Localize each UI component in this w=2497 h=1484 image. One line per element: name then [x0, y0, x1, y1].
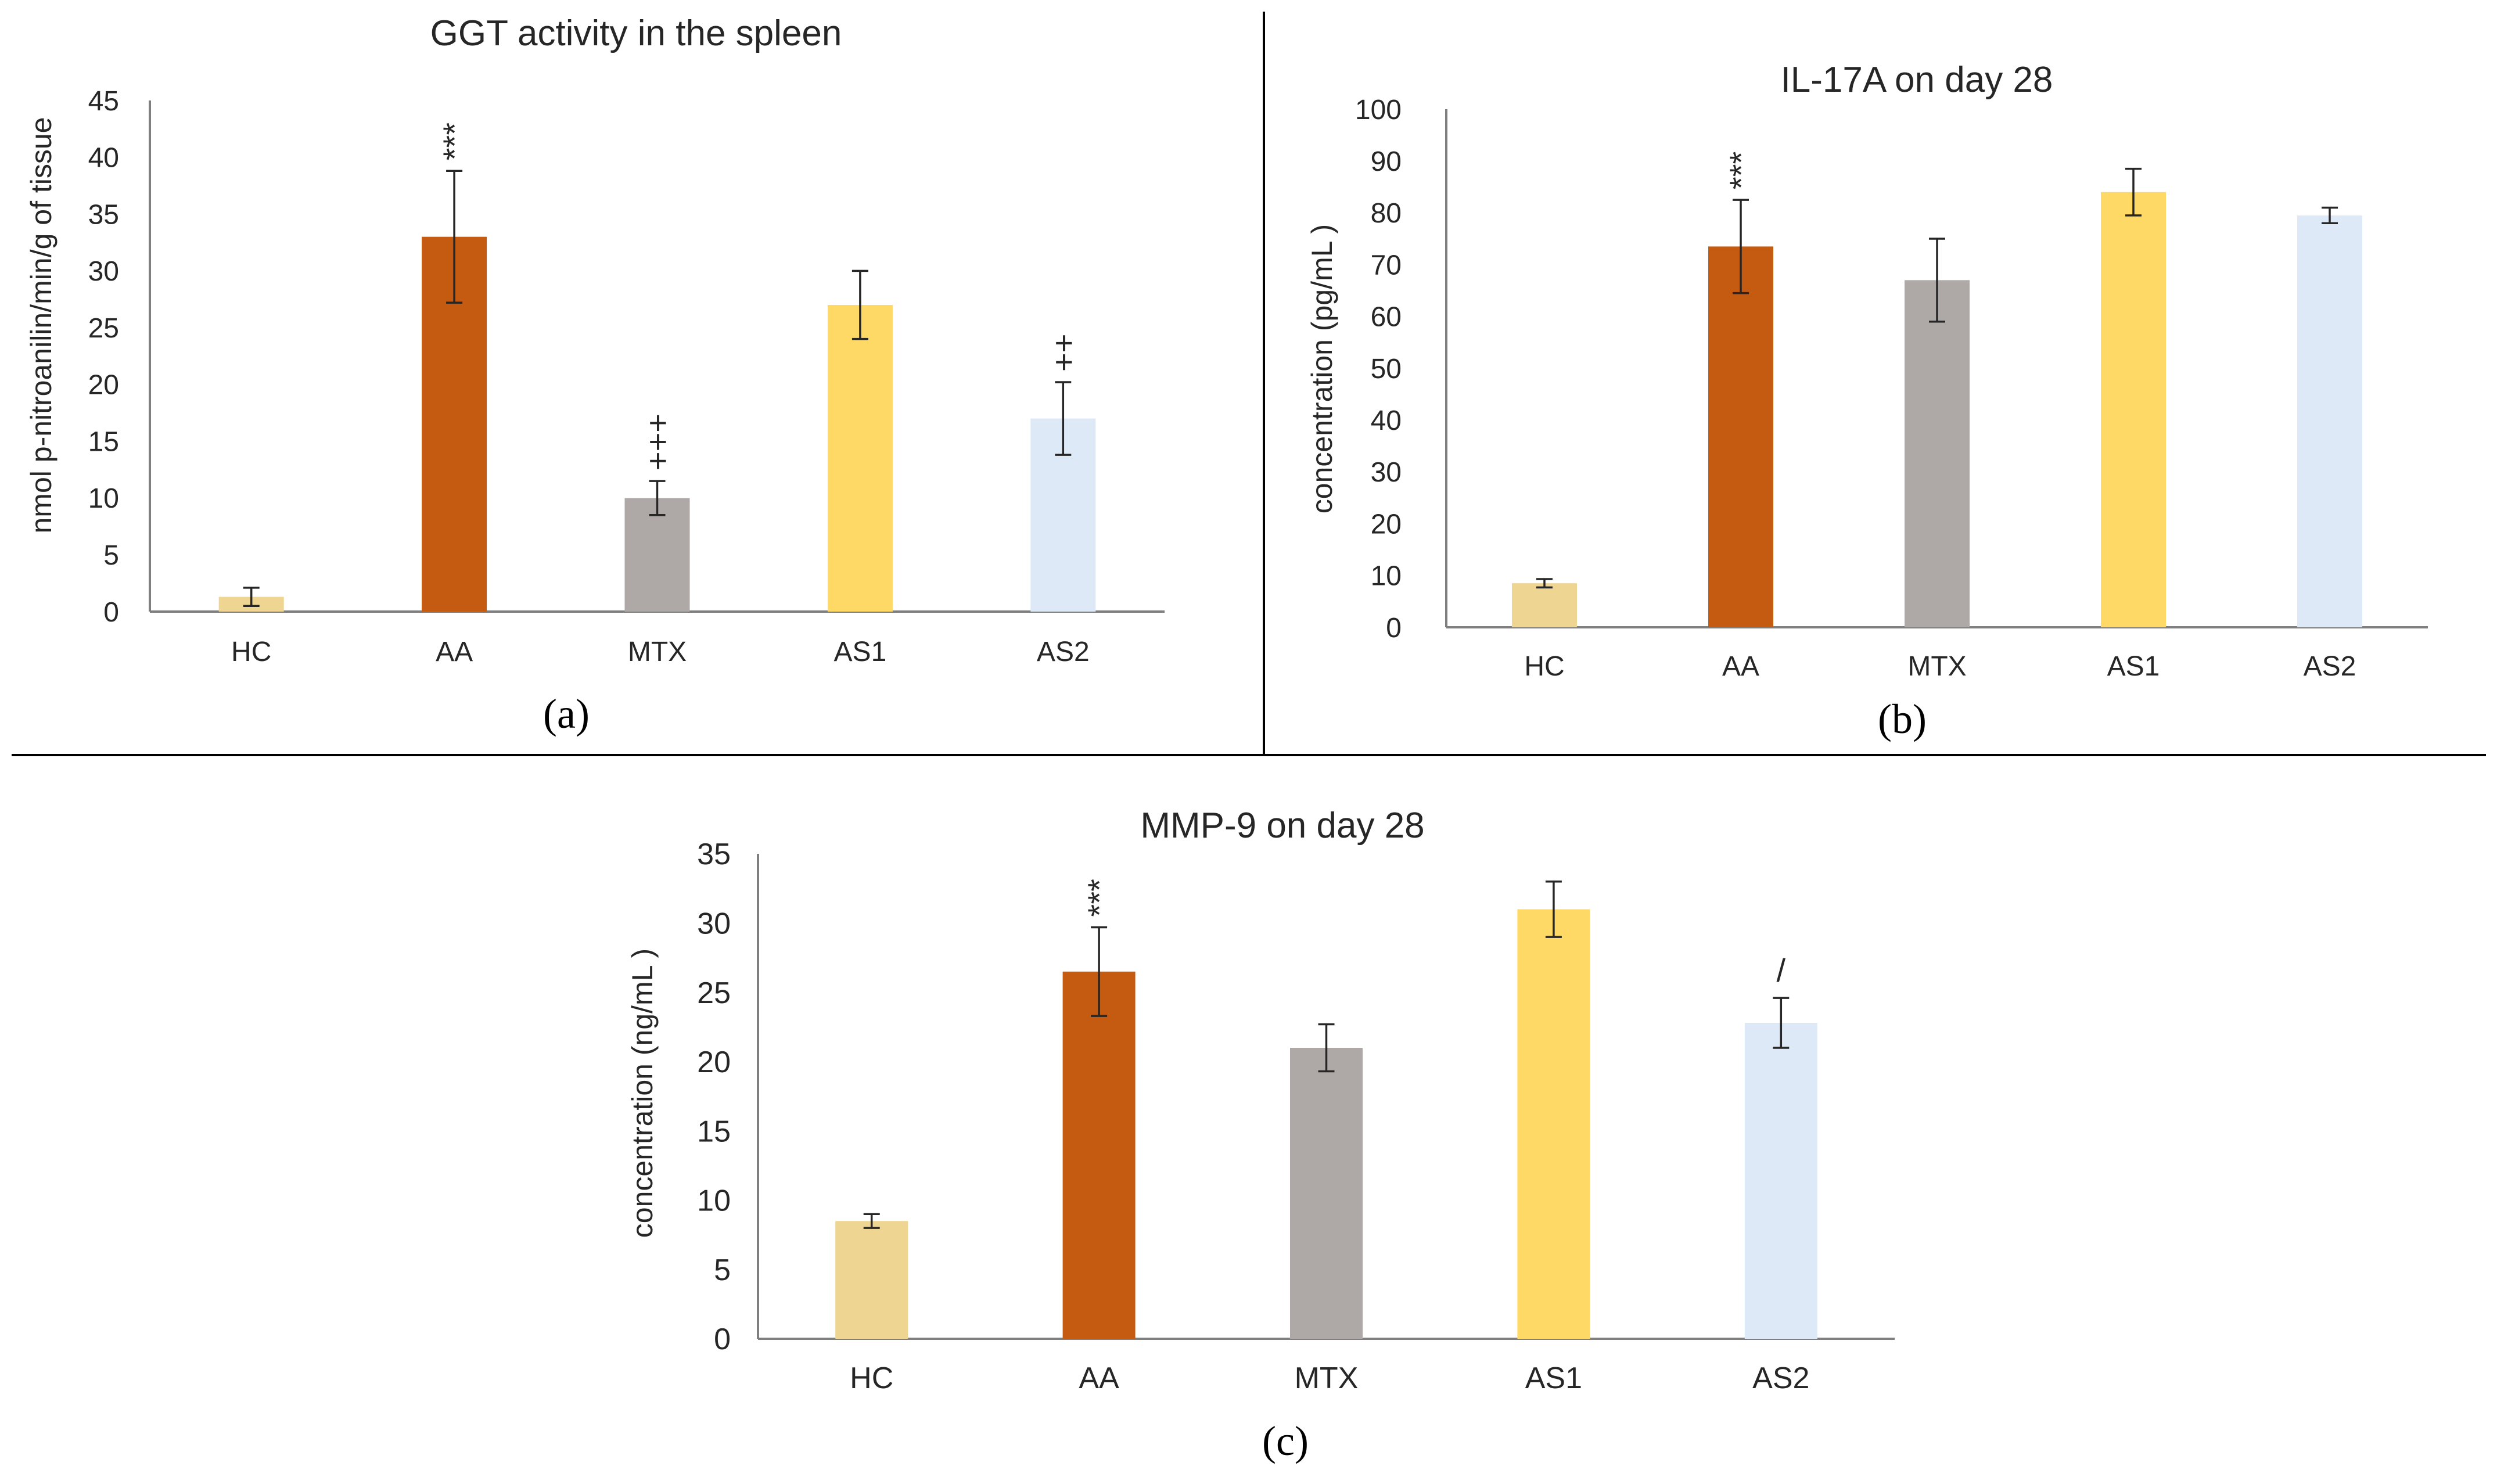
y-tick-label: 40 — [1371, 405, 1402, 436]
x-tick-label: MTX — [628, 637, 687, 667]
y-tick-label: 35 — [88, 199, 119, 230]
y-tick-label: 90 — [1371, 146, 1402, 177]
significance-marker: / — [1777, 952, 1786, 989]
y-tick-label: 10 — [1371, 561, 1402, 592]
y-tick-label: 0 — [103, 597, 119, 628]
x-tick-label: AS2 — [1752, 1361, 1809, 1395]
y-tick-label: 0 — [1386, 613, 1402, 644]
bar-as1 — [1517, 909, 1590, 1339]
significance-marker: ++ — [1045, 334, 1082, 372]
y-tick-label: 20 — [697, 1045, 731, 1079]
y-tick-label: 25 — [88, 313, 119, 344]
bar-mtx — [1905, 280, 1970, 627]
y-tick-label: 30 — [88, 256, 119, 287]
y-tick-label: 20 — [88, 370, 119, 401]
x-tick-label: AS1 — [2107, 651, 2160, 682]
bar-as1 — [2101, 192, 2166, 628]
y-tick-label: 5 — [714, 1253, 731, 1287]
y-tick-label: 40 — [88, 143, 119, 174]
y-tick-label: 0 — [714, 1323, 731, 1356]
bar-aa — [1708, 246, 1773, 627]
y-tick-label: 15 — [88, 426, 119, 457]
chart-2: IL-17A on day 28 concentration (pg/mL ) 0 1… — [1306, 60, 2428, 742]
y-tick-label: 30 — [1371, 457, 1402, 488]
panel-label: (a) — [543, 691, 590, 737]
chart-title: IL-17A on day 28 — [1781, 60, 2053, 100]
y-axis-label: nmol p-nitroanilin/min/g of tissue — [25, 117, 58, 534]
bar-mtx — [1290, 1048, 1363, 1339]
bar-as1 — [827, 305, 893, 612]
charts-container: GGT activity in the spleen nmol p-nitroan… — [25, 13, 2428, 1464]
panel-label: (c) — [1262, 1418, 1309, 1464]
y-tick-label: 50 — [1371, 354, 1402, 385]
x-tick-label: HC — [231, 637, 271, 667]
y-tick-label: 45 — [88, 86, 119, 117]
y-tick-label: 60 — [1371, 302, 1402, 333]
y-tick-label: 25 — [697, 976, 731, 1010]
y-tick-label: 5 — [103, 540, 119, 571]
x-tick-label: HC — [1524, 651, 1564, 682]
x-tick-label: AA — [1079, 1361, 1119, 1395]
y-tick-label: 10 — [697, 1184, 731, 1218]
panel-label: (b) — [1878, 696, 1927, 742]
y-tick-label: 70 — [1371, 250, 1402, 281]
chart-3: MMP-9 on day 28 concentration (ng/mL ) 0 5 1… — [626, 806, 1895, 1464]
y-tick-label: 10 — [88, 483, 119, 514]
significance-marker: *** — [1081, 879, 1118, 917]
y-tick-label: 35 — [697, 838, 731, 871]
x-tick-label: MTX — [1907, 651, 1966, 682]
bar-as2 — [2297, 215, 2362, 627]
x-tick-label: AA — [436, 637, 473, 667]
x-tick-label: AS1 — [1525, 1361, 1582, 1395]
x-tick-label: AA — [1722, 651, 1759, 682]
y-axis-label: concentration (pg/mL ) — [1306, 224, 1338, 513]
x-tick-label: HC — [850, 1361, 893, 1395]
y-tick-label: 100 — [1355, 95, 1402, 125]
bar-hc — [1512, 583, 1577, 627]
bar-aa — [1062, 971, 1136, 1339]
y-tick-label: 30 — [697, 907, 731, 940]
bar-as2 — [1744, 1023, 1817, 1339]
significance-marker: +++ — [639, 414, 676, 470]
chart-title: MMP-9 on day 28 — [1140, 806, 1424, 846]
y-tick-label: 15 — [697, 1115, 731, 1148]
bar-hc — [835, 1221, 908, 1339]
chart-title: GGT activity in the spleen — [430, 13, 842, 53]
significance-marker: *** — [1723, 152, 1759, 189]
x-tick-label: AS1 — [834, 637, 887, 667]
y-tick-label: 20 — [1371, 509, 1402, 540]
x-tick-label: AS2 — [1037, 637, 1090, 667]
chart-1: GGT activity in the spleen nmol p-nitroan… — [25, 13, 1165, 737]
y-tick-label: 80 — [1371, 198, 1402, 229]
x-tick-label: AS2 — [2304, 651, 2356, 682]
x-tick-label: MTX — [1295, 1361, 1359, 1395]
significance-marker: *** — [436, 123, 473, 160]
bar-mtx — [624, 498, 690, 612]
y-axis-label: concentration (ng/mL ) — [626, 948, 659, 1238]
